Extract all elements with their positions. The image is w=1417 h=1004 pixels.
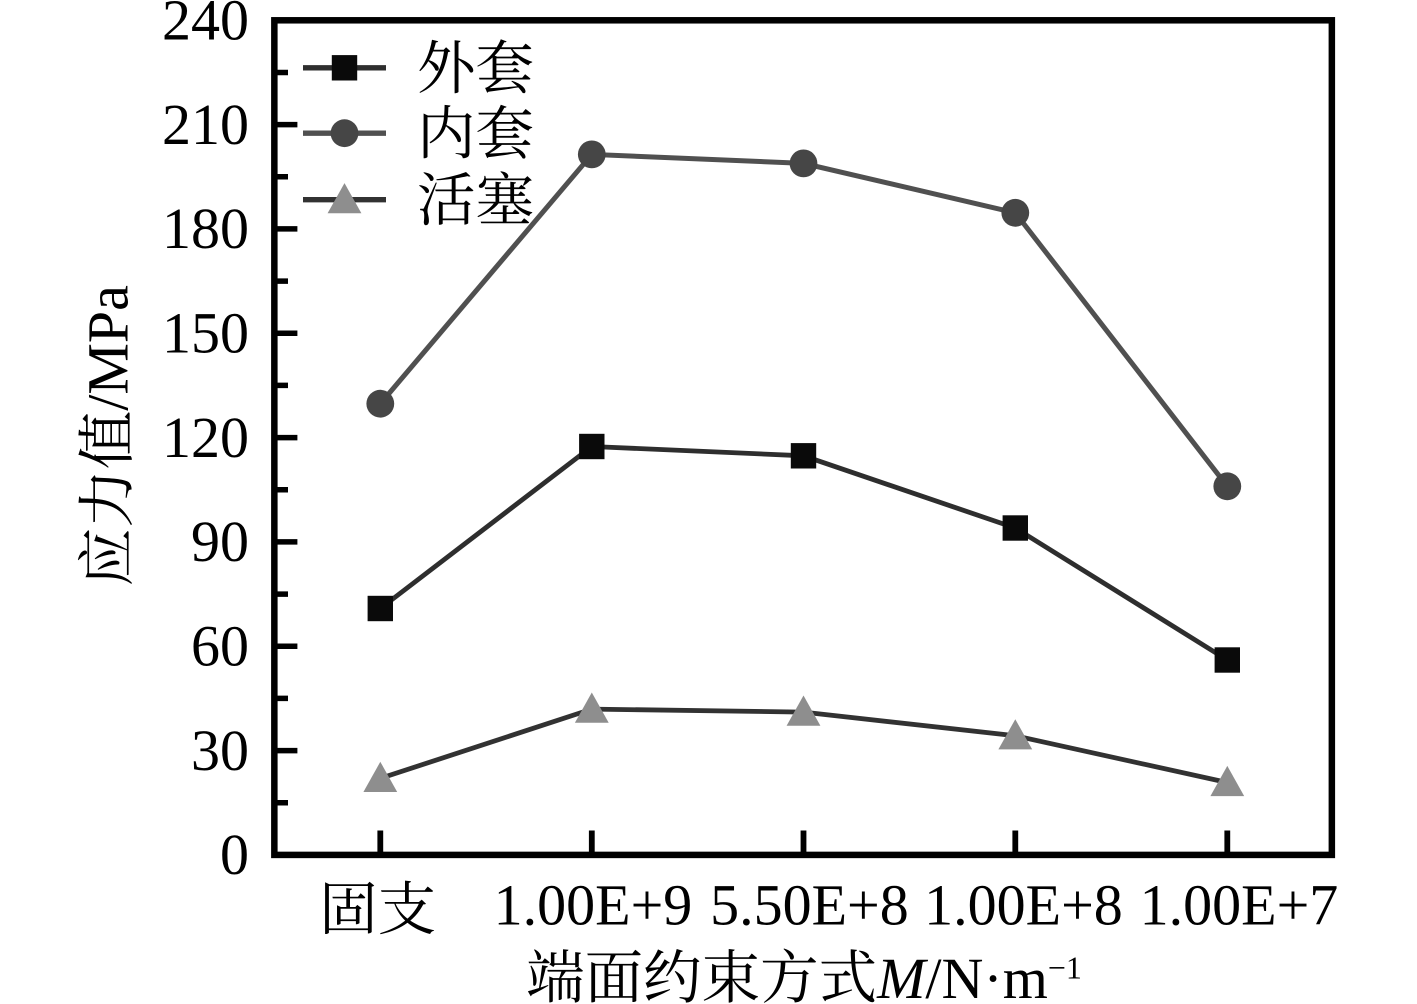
svg-text:240: 240 [162,0,249,53]
svg-text:150: 150 [162,301,249,366]
svg-text:120: 120 [162,405,249,470]
svg-text:1.00E+8: 1.00E+8 [924,873,1123,938]
svg-text:90: 90 [191,509,249,574]
svg-text:/MPa: /MPa [75,285,140,411]
svg-text:60: 60 [191,614,249,679]
svg-text:M/N·m−1: M/N·m−1 [876,946,1082,1004]
svg-text:0: 0 [220,822,249,887]
svg-text:1.00E+9: 1.00E+9 [494,873,693,938]
svg-text:30: 30 [191,718,249,783]
svg-text:1.00E+7: 1.00E+7 [1140,873,1339,938]
svg-text:210: 210 [162,92,249,157]
svg-text:180: 180 [162,196,249,261]
svg-text:5.50E+8: 5.50E+8 [710,873,909,938]
